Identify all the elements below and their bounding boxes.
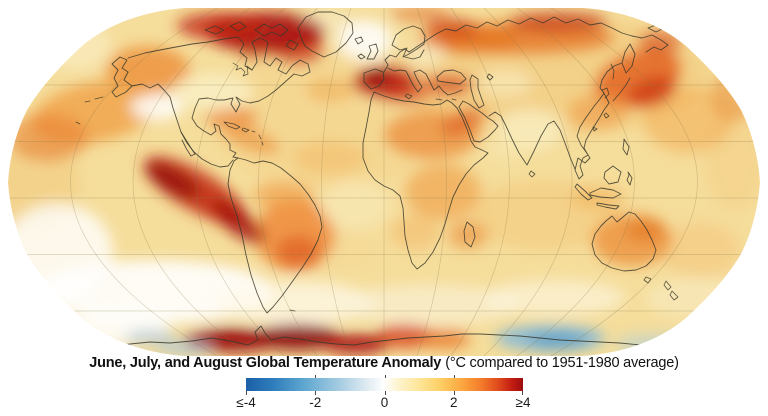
colorbar-tick <box>315 391 317 395</box>
colorbar-tick <box>384 375 386 378</box>
anomaly-blob <box>8 114 88 162</box>
world-map <box>8 8 760 356</box>
anomaly-blob <box>8 204 113 300</box>
colorbar-label: ≤-4 <box>236 395 256 410</box>
anomaly-blob <box>320 180 390 230</box>
anomaly-blob <box>508 12 608 32</box>
anomaly-blob <box>638 30 682 54</box>
colorbar-tick <box>453 391 455 395</box>
colorbar-tick <box>453 375 455 378</box>
anomaly-blob <box>483 136 527 164</box>
colorbar-label: 0 <box>380 395 389 410</box>
colorbar-label: 2 <box>449 395 458 410</box>
caption-note: (°C compared to 1951-1980 average) <box>445 355 679 371</box>
colorbar-tick <box>246 391 247 395</box>
colorbar-label: ≥4 <box>515 395 531 410</box>
anomaly-blob <box>253 181 313 209</box>
anomaly-blob <box>173 74 253 110</box>
colorbar-label: -2 <box>309 395 322 410</box>
anomaly-blob <box>440 107 486 137</box>
anomaly-blob <box>131 94 183 120</box>
map-caption: June, July, and August Global Temperatur… <box>0 354 768 373</box>
anomaly-blob <box>405 44 445 66</box>
anomaly-blob <box>362 69 392 85</box>
anomaly-blob <box>305 78 355 102</box>
anomaly-blob <box>145 161 199 199</box>
anomaly-blob <box>211 200 265 244</box>
anomaly-blob <box>375 324 435 348</box>
anomaly-blob <box>420 329 470 349</box>
anomaly-blob <box>256 324 340 350</box>
colorbar-gradient <box>246 378 523 391</box>
colorbar-tick <box>315 375 317 378</box>
anomaly-blob <box>390 214 440 250</box>
anomaly-blob <box>177 12 267 40</box>
colorbar-tick <box>384 391 386 395</box>
anomaly-blob <box>628 76 676 108</box>
anomaly-blob <box>206 106 258 130</box>
anomaly-blob <box>485 280 625 316</box>
anomaly-blob <box>568 95 628 129</box>
colorbar-tick <box>522 391 523 395</box>
anomaly-blob <box>645 278 745 318</box>
anomaly-blob <box>405 164 481 220</box>
caption-title: June, July, and August Global Temperatur… <box>89 355 442 371</box>
anomaly-blob <box>390 8 450 22</box>
anomaly-blob <box>157 340 213 356</box>
anomaly-blob <box>215 281 375 325</box>
anomaly-blob <box>570 186 626 210</box>
anomaly-blob <box>223 125 281 155</box>
graticule <box>8 8 760 356</box>
anomaly-blob <box>643 87 733 153</box>
anomaly-blob <box>340 285 520 325</box>
anomaly-blob <box>276 236 320 268</box>
coastlines <box>75 11 747 347</box>
anomaly-blob <box>528 333 588 349</box>
anomaly-blob <box>448 221 488 249</box>
anomaly-blob <box>40 20 110 70</box>
anomaly-blob <box>125 330 175 344</box>
anomaly-blob <box>625 218 665 242</box>
anomaly-blob <box>324 334 388 354</box>
anomaly-blob <box>660 222 740 278</box>
anomaly-blob <box>292 140 368 176</box>
anomaly-blob <box>711 69 759 121</box>
anomaly-blob <box>337 20 393 60</box>
colorbar: ≤-4 -2 0 2 ≥4 <box>236 375 530 410</box>
